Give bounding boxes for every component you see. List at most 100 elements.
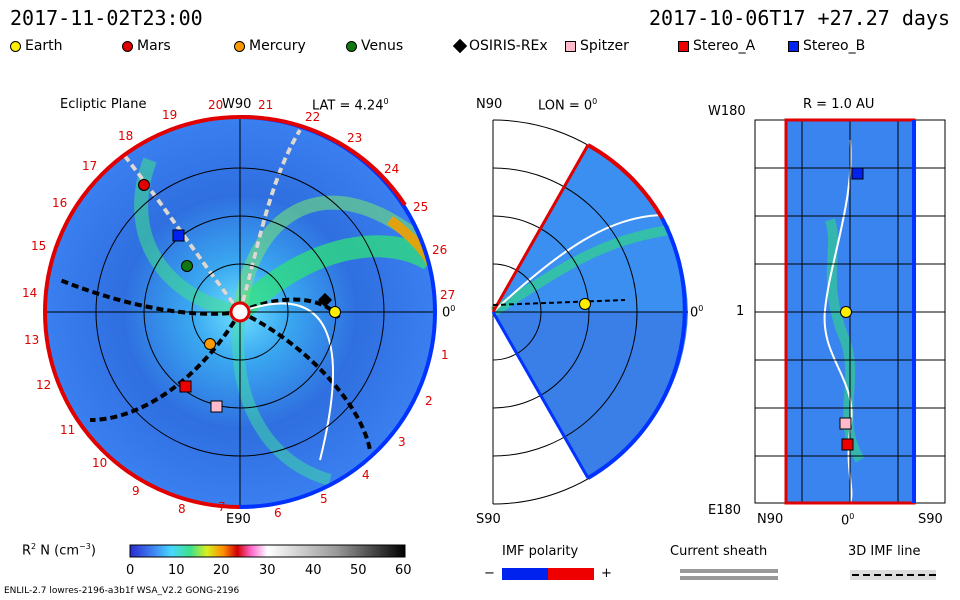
radial-x-mid: 00 <box>841 512 855 529</box>
current-sheath-sample <box>680 569 778 573</box>
stereo-b-marker <box>172 229 185 242</box>
earth-marker <box>329 306 341 318</box>
colorbar-tick: 10 <box>168 563 185 578</box>
earth-marker <box>579 298 591 310</box>
day-tick: 26 <box>432 243 448 257</box>
reference-time: 2017-10-06T17 +27.27 days <box>648 6 950 30</box>
day-tick: 11 <box>60 423 76 437</box>
day-tick: 17 <box>82 159 98 173</box>
run-time: 2017-11-02T23:00 <box>10 6 203 30</box>
day-tick: 16 <box>52 196 68 210</box>
meridional-lon: LON = 00 <box>538 97 598 114</box>
current-sheath-line <box>492 214 666 313</box>
spitzer-marker <box>839 417 852 430</box>
day-tick: 23 <box>347 131 363 145</box>
osiris-rex-marker <box>317 292 333 308</box>
day-tick: 12 <box>36 378 52 392</box>
day-tick: 22 <box>305 110 321 124</box>
day-tick: 2 <box>425 394 433 408</box>
imf-spiral-line <box>89 310 242 422</box>
day-tick: 6 <box>274 506 282 520</box>
imf-plus: + <box>601 566 612 581</box>
radial-title: R = 1.0 AU <box>803 97 875 112</box>
day-tick: 14 <box>22 286 38 300</box>
legend-stereo-b: Stereo_B <box>788 38 865 54</box>
radial-bottom-left: E180 <box>708 503 742 518</box>
imf-spiral-line <box>239 310 372 451</box>
spitzer-marker <box>210 400 223 413</box>
imf-polarity-title: IMF polarity <box>502 544 579 559</box>
imf-line-sample <box>850 570 936 580</box>
density-colorbar <box>129 544 406 558</box>
day-tick: 25 <box>413 200 429 214</box>
ecliptic-zero-label: 00 <box>442 304 456 321</box>
imf-spiral-line <box>59 278 241 316</box>
day-tick: 10 <box>92 456 108 470</box>
imf-polarity-negative-swatch <box>502 568 548 580</box>
day-tick: 18 <box>118 129 134 143</box>
legend-osiris-rex: OSIRIS-REx <box>452 38 548 54</box>
stereo-a-marker <box>179 380 192 393</box>
colorbar-title: R2 N (cm−3) <box>22 542 96 559</box>
legend-stereo-a: Stereo_A <box>678 38 755 54</box>
radial-mid-left: 1 <box>736 304 745 319</box>
stereo-a-marker-icon <box>678 40 689 52</box>
imf-minus: − <box>484 566 495 581</box>
mercury-marker-icon <box>234 40 245 52</box>
density-stream <box>232 235 435 320</box>
day-tick: 27 <box>440 288 456 302</box>
day-tick: 5 <box>320 492 328 506</box>
meridional-bottom-label: S90 <box>476 512 501 527</box>
colorbar-tick: 60 <box>395 563 412 578</box>
day-tick: 24 <box>384 162 400 176</box>
day-tick: 4 <box>362 468 370 482</box>
day-tick: 19 <box>162 108 178 122</box>
stereo-b-marker <box>851 167 864 180</box>
radial-x-left: N90 <box>757 512 784 527</box>
ecliptic-plane-plot <box>43 114 437 509</box>
legend-mercury: Mercury <box>234 38 306 54</box>
spitzer-marker-icon <box>565 40 576 52</box>
density-stream <box>232 311 332 486</box>
sun-icon <box>229 301 251 323</box>
day-tick: 9 <box>132 484 140 498</box>
ecliptic-bottom-label: E90 <box>226 512 251 527</box>
colorbar-tick: 40 <box>305 563 322 578</box>
meridional-plane-plot <box>490 119 688 505</box>
current-sheath-title: Current sheath <box>670 544 768 559</box>
legend-earth: Earth <box>10 38 63 54</box>
earth-marker <box>840 306 852 318</box>
ecliptic-title: Ecliptic Plane <box>60 97 147 112</box>
current-sheath-line <box>239 302 334 461</box>
day-tick: 21 <box>258 98 274 112</box>
earth-marker-icon <box>10 40 21 52</box>
colorbar-tick: 50 <box>350 563 367 578</box>
object-legend: Earth Mars Mercury Venus OSIRIS-REx Spit… <box>10 38 950 58</box>
day-tick: 15 <box>31 239 47 253</box>
stereo-a-marker <box>841 438 854 451</box>
ecliptic-lat: LAT = 4.240 <box>312 97 389 114</box>
stereo-b-marker-icon <box>788 40 799 52</box>
mars-marker <box>138 179 150 191</box>
meridional-zero-label: 00 <box>690 304 704 321</box>
radial-x-right: S90 <box>918 512 943 527</box>
mercury-marker <box>204 338 216 350</box>
model-footer: ENLIL-2.7 lowres-2196-a3b1f WSA_V2.2 GON… <box>4 586 240 596</box>
day-tick: 3 <box>398 435 406 449</box>
polarity-boundary-negative <box>43 115 241 509</box>
venus-marker <box>181 260 193 272</box>
colorbar-tick: 30 <box>259 563 276 578</box>
ecliptic-top-label: W90 <box>222 97 252 112</box>
legend-spitzer: Spitzer <box>565 38 629 54</box>
radial-top-left: W180 <box>708 104 746 119</box>
day-tick: 1 <box>441 348 449 362</box>
colorbar-tick: 20 <box>213 563 230 578</box>
imf-line-title: 3D IMF line <box>848 544 921 559</box>
imf-polarity-positive-swatch <box>548 568 594 580</box>
venus-marker-icon <box>346 40 357 52</box>
mars-marker-icon <box>122 40 133 52</box>
legend-venus: Venus <box>346 38 403 54</box>
day-tick: 7 <box>218 500 226 514</box>
colorbar-tick: 0 <box>126 563 135 578</box>
